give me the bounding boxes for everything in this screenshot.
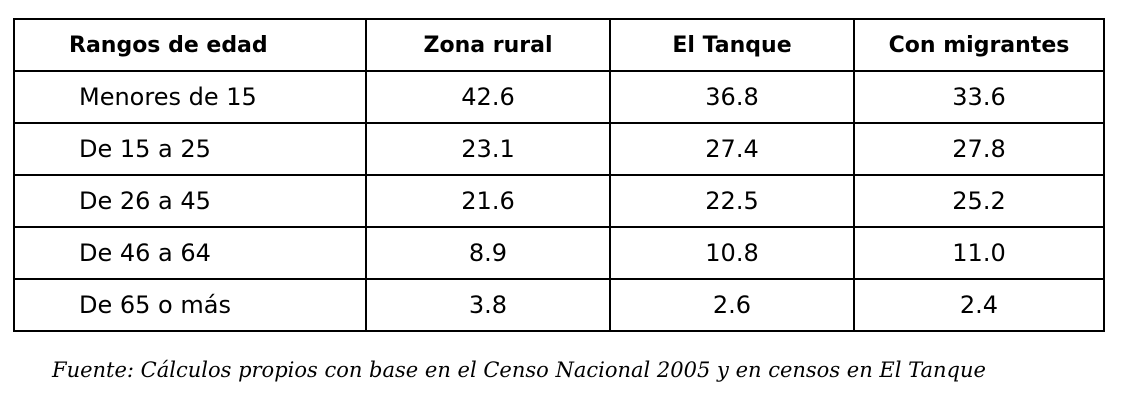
source-note: Fuente: Cálculos propios con base en el … (52, 358, 986, 382)
el-tanque-cell: 27.4 (609, 122, 855, 176)
el-tanque-cell: 2.6 (609, 278, 855, 332)
age-distribution-table: Rangos de edad Zona rural El Tanque Con … (13, 18, 1105, 332)
header-with-migrants: Con migrantes (853, 18, 1105, 72)
age-range-cell: De 46 a 64 (13, 226, 367, 280)
header-age-range: Rangos de edad (13, 18, 367, 72)
with-migrants-cell: 27.8 (853, 122, 1105, 176)
el-tanque-cell: 10.8 (609, 226, 855, 280)
age-range-cell: De 65 o más (13, 278, 367, 332)
table-row: Menores de 15 42.6 36.8 33.6 (13, 70, 1105, 124)
age-range-cell: Menores de 15 (13, 70, 367, 124)
header-rural-zone: Zona rural (365, 18, 611, 72)
age-range-cell: De 15 a 25 (13, 122, 367, 176)
table-row: De 15 a 25 23.1 27.4 27.8 (13, 122, 1105, 176)
rural-zone-cell: 23.1 (365, 122, 611, 176)
table-row: De 65 o más 3.8 2.6 2.4 (13, 278, 1105, 332)
el-tanque-cell: 22.5 (609, 174, 855, 228)
with-migrants-cell: 25.2 (853, 174, 1105, 228)
age-range-cell: De 26 a 45 (13, 174, 367, 228)
el-tanque-cell: 36.8 (609, 70, 855, 124)
with-migrants-cell: 2.4 (853, 278, 1105, 332)
table-row: De 46 a 64 8.9 10.8 11.0 (13, 226, 1105, 280)
rural-zone-cell: 3.8 (365, 278, 611, 332)
with-migrants-cell: 33.6 (853, 70, 1105, 124)
rural-zone-cell: 21.6 (365, 174, 611, 228)
rural-zone-cell: 42.6 (365, 70, 611, 124)
rural-zone-cell: 8.9 (365, 226, 611, 280)
with-migrants-cell: 11.0 (853, 226, 1105, 280)
table-header-row: Rangos de edad Zona rural El Tanque Con … (13, 18, 1105, 72)
table-row: De 26 a 45 21.6 22.5 25.2 (13, 174, 1105, 228)
header-el-tanque: El Tanque (609, 18, 855, 72)
